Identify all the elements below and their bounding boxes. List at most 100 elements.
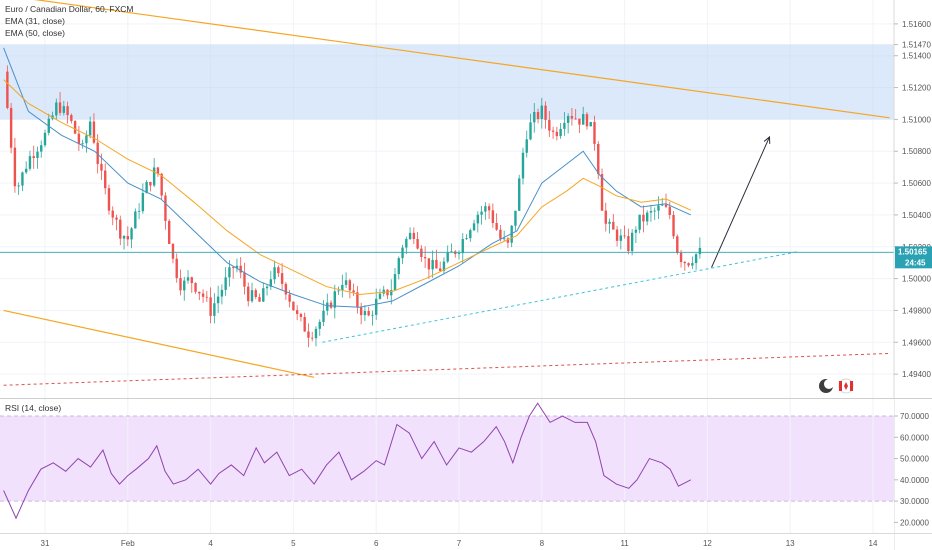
candle-body bbox=[104, 170, 107, 189]
candle-body bbox=[555, 131, 559, 137]
candle-body bbox=[533, 111, 536, 123]
candle-body bbox=[382, 289, 385, 294]
candle-body bbox=[495, 223, 498, 230]
candle-body bbox=[21, 172, 24, 186]
candle-body bbox=[529, 122, 532, 140]
candle-body bbox=[597, 143, 600, 175]
candle-body bbox=[694, 254, 698, 264]
candle-body bbox=[152, 167, 156, 186]
rsi-line bbox=[3, 402, 692, 520]
candle-body bbox=[134, 211, 137, 229]
candle-body bbox=[608, 221, 611, 224]
economic-event-icons[interactable] bbox=[819, 378, 854, 394]
candle-body bbox=[405, 239, 408, 248]
forecast-arrow-head bbox=[763, 135, 771, 144]
candle-body bbox=[544, 105, 547, 120]
red-dashed-line bbox=[3, 352, 890, 386]
ema31-line bbox=[3, 47, 692, 308]
rsi-axis-ticks: 70.0000 60.0000 50.0000 40.0000 30.0000 20.00… bbox=[894, 412, 929, 527]
candle-body bbox=[661, 204, 664, 206]
candle-body bbox=[510, 225, 513, 243]
candle-body bbox=[623, 235, 626, 237]
candle-body bbox=[168, 220, 171, 245]
rising-support-line bbox=[322, 251, 799, 343]
candle-body bbox=[499, 229, 502, 239]
candle-body bbox=[262, 288, 265, 302]
candle-body bbox=[487, 206, 491, 211]
candle-body bbox=[115, 217, 118, 220]
rsi-tick-label: 40.0000 bbox=[900, 476, 929, 485]
drawing-lines bbox=[3, 0, 890, 386]
candle-body bbox=[514, 210, 517, 226]
candle-body bbox=[318, 321, 321, 329]
candle-body bbox=[502, 238, 506, 240]
candle-body bbox=[431, 259, 434, 270]
forecast-arrow-shaft bbox=[711, 136, 770, 268]
candle-body bbox=[43, 132, 47, 146]
time-tick-label: 4 bbox=[208, 539, 213, 548]
candle-body bbox=[156, 167, 160, 174]
price-tick-label: 1.50800 bbox=[902, 147, 931, 156]
candle-body bbox=[70, 115, 73, 122]
candle-body bbox=[58, 102, 62, 113]
candle-body bbox=[273, 267, 276, 280]
candle-body bbox=[85, 135, 88, 144]
candle-body bbox=[574, 118, 577, 120]
candle-body bbox=[303, 317, 306, 332]
candle-body bbox=[687, 263, 690, 266]
price-axis[interactable] bbox=[894, 0, 932, 398]
rsi-tick-label: 60.0000 bbox=[900, 433, 929, 442]
candle-body bbox=[563, 122, 566, 129]
candle-body bbox=[683, 262, 687, 264]
candle-body bbox=[6, 71, 9, 108]
candle-body bbox=[698, 247, 702, 255]
candle-body bbox=[359, 307, 363, 316]
candle-body bbox=[559, 128, 562, 137]
price-axis-ticks: 1.51600 1.51470 1.51400 1.51200 1.51000 1.508… bbox=[894, 20, 931, 379]
candle-body bbox=[672, 214, 675, 237]
candle-body bbox=[40, 145, 43, 152]
time-axis[interactable] bbox=[0, 533, 894, 550]
candle-body bbox=[247, 286, 250, 302]
event-moon-icon-highlight bbox=[824, 379, 834, 389]
candle-body bbox=[446, 252, 449, 262]
candle-body bbox=[491, 210, 495, 224]
candle-body bbox=[585, 114, 589, 127]
last-price-value: 1.50165 bbox=[898, 247, 927, 256]
canada-flag-icon-right bbox=[850, 381, 853, 391]
candle-body bbox=[13, 147, 17, 187]
candle-body bbox=[645, 212, 649, 222]
candle-body bbox=[66, 106, 69, 116]
candle-body bbox=[578, 118, 581, 125]
candle-body bbox=[408, 232, 412, 240]
candle-body bbox=[386, 289, 389, 296]
candle-body bbox=[634, 229, 638, 233]
rsi-tick-label: 30.0000 bbox=[900, 497, 929, 506]
candle-body bbox=[100, 163, 103, 171]
candle-body bbox=[472, 223, 476, 231]
candle-body bbox=[484, 206, 487, 212]
candle-body bbox=[627, 236, 630, 252]
chart-title: Euro / Canadian Dollar, 60, FXCM bbox=[5, 4, 134, 14]
candle-body bbox=[461, 239, 464, 254]
price-tick-label: 1.49800 bbox=[902, 306, 931, 315]
price-tick-label: 1.50600 bbox=[902, 179, 931, 188]
candle-body bbox=[92, 121, 96, 143]
candle-body bbox=[201, 293, 205, 297]
candle-body bbox=[476, 214, 480, 224]
candle-body bbox=[292, 301, 295, 311]
candle-body bbox=[28, 156, 32, 169]
candle-body bbox=[183, 280, 186, 291]
candle-body bbox=[164, 195, 167, 221]
candle-body bbox=[676, 236, 679, 253]
time-tick-label: 6 bbox=[374, 539, 379, 548]
candle-body bbox=[299, 313, 303, 318]
candle-body bbox=[36, 151, 39, 159]
candle-body bbox=[551, 130, 555, 132]
candle-body bbox=[691, 263, 694, 266]
canada-flag-icon-leaf bbox=[844, 382, 848, 390]
price-tick-label: 1.51470 bbox=[902, 41, 931, 50]
candle-body bbox=[518, 178, 521, 211]
candle-body bbox=[145, 181, 148, 194]
